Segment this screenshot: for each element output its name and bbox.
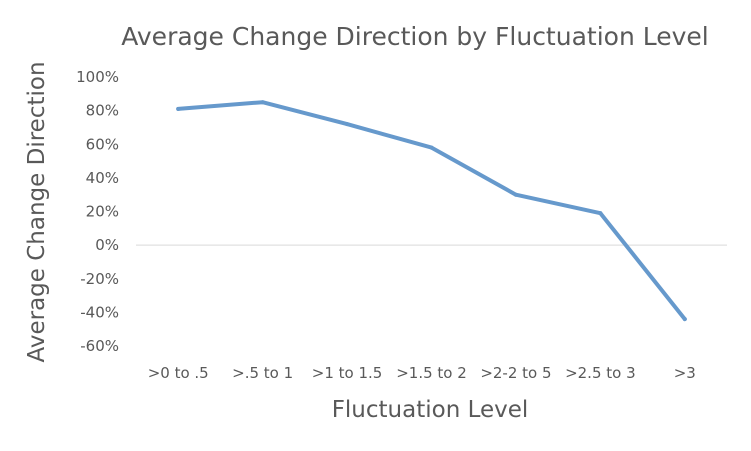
y-tick-label: 40% bbox=[86, 169, 119, 187]
data-point bbox=[345, 122, 350, 127]
y-tick-label: -20% bbox=[80, 270, 119, 288]
chart-title: Average Change Direction by Fluctuation … bbox=[121, 22, 708, 51]
x-tick-label: >2.5 to 3 bbox=[565, 364, 636, 382]
data-point bbox=[260, 100, 265, 105]
plot-area: 100% 80% 60% 40% 20% 0% -20% -40% -60% >0 to .5 >.… bbox=[76, 68, 727, 382]
y-axis-title: Average Change Direction bbox=[24, 61, 50, 362]
y-tick-label: 0% bbox=[95, 236, 119, 254]
y-tick-label: 100% bbox=[76, 68, 119, 86]
data-point bbox=[513, 192, 518, 197]
x-tick-label: >1 to 1.5 bbox=[312, 364, 383, 382]
y-tick-label: 60% bbox=[86, 135, 119, 153]
x-tick-label: >.5 to 1 bbox=[232, 364, 293, 382]
x-tick-label: >1.5 to 2 bbox=[396, 364, 467, 382]
series-line bbox=[176, 100, 687, 322]
x-axis-title: Fluctuation Level bbox=[332, 397, 529, 423]
y-tick-label: -60% bbox=[80, 337, 119, 355]
x-tick-label: >2-2 to 5 bbox=[480, 364, 551, 382]
y-tick-label: 20% bbox=[86, 203, 119, 221]
y-tick-label: -40% bbox=[80, 303, 119, 321]
data-point bbox=[598, 211, 603, 216]
data-point bbox=[429, 145, 434, 150]
y-tick-label: 80% bbox=[86, 102, 119, 120]
data-point bbox=[682, 317, 687, 322]
x-tick-label: >3 bbox=[674, 364, 696, 382]
x-tick-label: >0 to .5 bbox=[148, 364, 209, 382]
data-point bbox=[176, 106, 181, 111]
